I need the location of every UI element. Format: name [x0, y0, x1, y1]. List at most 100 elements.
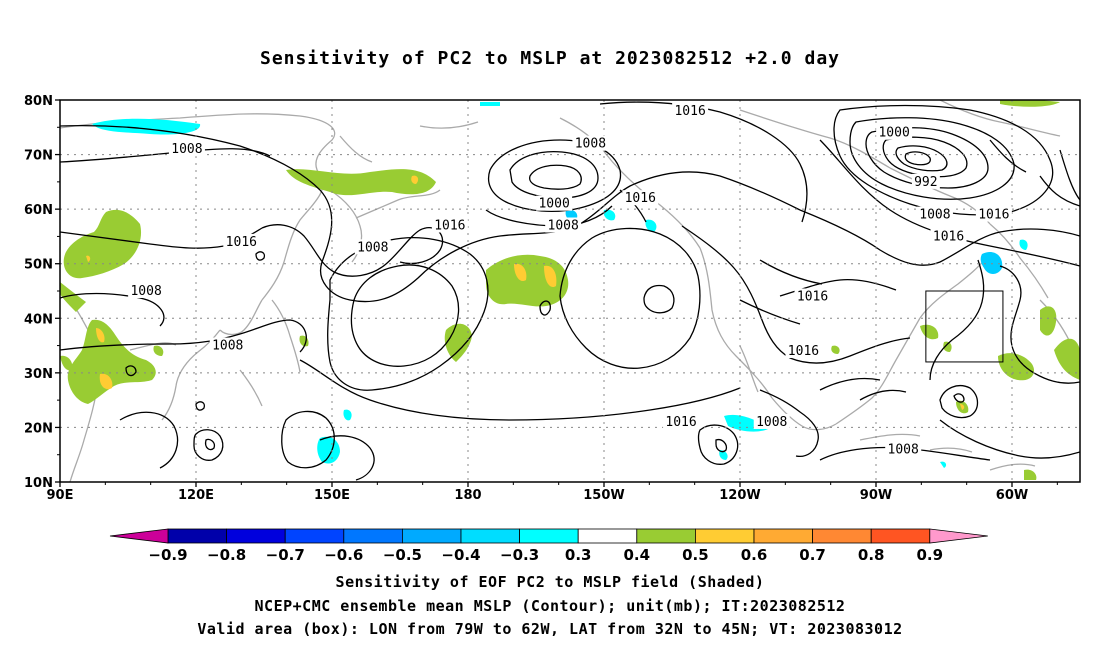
caption-contour: NCEP+CMC ensemble mean MSLP (Contour); u…: [254, 597, 846, 615]
contour-label-bg: [916, 206, 953, 222]
contour-label-bg: [930, 228, 967, 244]
contour-label-bg: [753, 413, 790, 429]
lat-tick-label: 80N: [24, 94, 53, 109]
colorbar-swatch: [695, 528, 755, 544]
lon-tick-label: 150E: [314, 488, 350, 503]
contour-label: 1016: [226, 235, 257, 250]
colorbar-swatch: [753, 528, 813, 544]
colorbar-label: 0.8: [858, 546, 885, 564]
contour-label: 1008: [212, 339, 243, 354]
longitude-axis: 90E 120E 150E 180 150W 120W 90W 60W: [47, 482, 1058, 503]
colorbar-swatch: [460, 528, 520, 544]
contour-label: 1016: [788, 344, 819, 359]
mslp-contours: [60, 101, 1080, 481]
contour-label: 1000: [538, 197, 569, 212]
contour-label-bg: [209, 337, 246, 353]
lon-tick-label: 90E: [47, 488, 74, 503]
colorbar-label: −0.7: [266, 546, 305, 564]
lon-tick-label: 60W: [996, 488, 1028, 503]
contour-label: 1000: [878, 126, 909, 141]
lon-tick-label: 120E: [178, 488, 214, 503]
colorbar-swatch: [167, 528, 227, 544]
colorbar-label: −0.8: [207, 546, 246, 564]
lat-tick-label: 10N: [24, 476, 53, 491]
valid-area-box: [925, 290, 1004, 363]
contour-label-bg: [885, 441, 922, 457]
contour-label: 1016: [625, 191, 656, 206]
colorbar: −0.9 −0.8 −0.7 −0.6 −0.5 −0.4 −0.3 0.3 0.4 0.5 0.6…: [109, 528, 988, 564]
contour-label-bg: [794, 288, 831, 304]
colorbar-label: 0.6: [741, 546, 768, 564]
lat-tick-label: 30N: [24, 367, 53, 382]
colorbar-swatch: [226, 528, 286, 544]
lat-tick-label: 40N: [24, 312, 53, 327]
colorbar-label: 0.7: [799, 546, 826, 564]
lat-tick-label: 70N: [24, 149, 53, 164]
lon-tick-label: 90W: [860, 488, 892, 503]
contour-label-bg: [663, 413, 700, 429]
contour-label-bg: [672, 102, 709, 118]
map-title: Sensitivity of PC2 to MSLP at 2023082512…: [259, 48, 840, 69]
colorbar-swatch: [284, 528, 345, 544]
contour-label-bg: [431, 217, 468, 233]
contour-label-bg: [168, 141, 205, 157]
lon-tick-label: 150W: [583, 488, 624, 503]
colorbar-label: −0.5: [383, 546, 422, 564]
colorbar-label: 0.3: [565, 546, 592, 564]
caption-valid-area: Valid area (box): LON from 79W to 62W, L…: [197, 620, 903, 638]
contour-label: 1016: [665, 415, 696, 430]
contour-label: 1016: [434, 219, 465, 234]
contour-label-bg: [545, 217, 582, 233]
colorbar-low-arrow: [109, 528, 169, 544]
contour-labels: 1016 1008 1000 992 1008 1000 1016 1008 1016 1008 1…: [128, 102, 1012, 457]
sensitivity-shading: [60, 100, 1080, 480]
lon-tick-label: 180: [454, 488, 481, 503]
contour-label: 1008: [357, 240, 388, 255]
contour-label: 1008: [575, 137, 606, 152]
latitude-axis: 80N 70N 60N 50N 40N 30N 20N 10N: [24, 94, 60, 491]
colorbar-label: −0.6: [324, 546, 363, 564]
contour-label-bg: [536, 195, 573, 211]
colorbar-label: −0.9: [148, 546, 187, 564]
lat-tick-label: 20N: [24, 421, 53, 436]
contour-label-bg: [622, 190, 659, 206]
contour-label: 1016: [978, 208, 1009, 223]
colorbar-label: 0.4: [624, 546, 651, 564]
lat-tick-label: 60N: [24, 203, 53, 218]
contour-label-bg: [785, 343, 822, 359]
colorbar-swatch: [519, 528, 579, 544]
gridlines: [60, 100, 1080, 482]
colorbar-label: −0.3: [500, 546, 539, 564]
contour-label-bg: [876, 124, 913, 140]
contour-label-bg: [975, 206, 1012, 222]
colorbar-swatch: [343, 528, 403, 544]
contour-label: 1016: [797, 289, 828, 304]
colorbar-swatch: [401, 528, 462, 544]
lon-tick-label: 120W: [719, 488, 760, 503]
contour-label: 1008: [171, 142, 202, 157]
lat-tick-label: 50N: [24, 258, 53, 273]
contour-label-bg: [354, 239, 391, 255]
colorbar-label: −0.4: [441, 546, 480, 564]
contour-label: 1008: [130, 284, 161, 299]
colorbar-swatch: [812, 528, 872, 544]
contour-label-bg: [572, 135, 609, 151]
contour-label-bg: [911, 173, 940, 189]
caption-shading: Sensitivity of EOF PC2 to MSLP field (Sh…: [335, 573, 765, 591]
contour-label: 1008: [756, 415, 787, 430]
contour-label-bg: [128, 283, 165, 298]
colorbar-label: 0.9: [917, 546, 944, 564]
contour-label: 1008: [548, 219, 579, 234]
colorbar-swatch: [577, 528, 638, 544]
colorbar-swatch: [870, 528, 931, 544]
contour-label-bg: [223, 233, 260, 249]
colorbar-swatch: [636, 528, 696, 544]
contour-label: 992: [914, 175, 937, 190]
colorbar-high-arrow: [929, 528, 988, 544]
contour-label: 1016: [933, 229, 964, 244]
colorbar-label: 0.5: [682, 546, 709, 564]
contour-label: 1008: [888, 442, 919, 457]
contour-label: 1008: [919, 208, 950, 223]
contour-label: 1016: [674, 104, 705, 119]
